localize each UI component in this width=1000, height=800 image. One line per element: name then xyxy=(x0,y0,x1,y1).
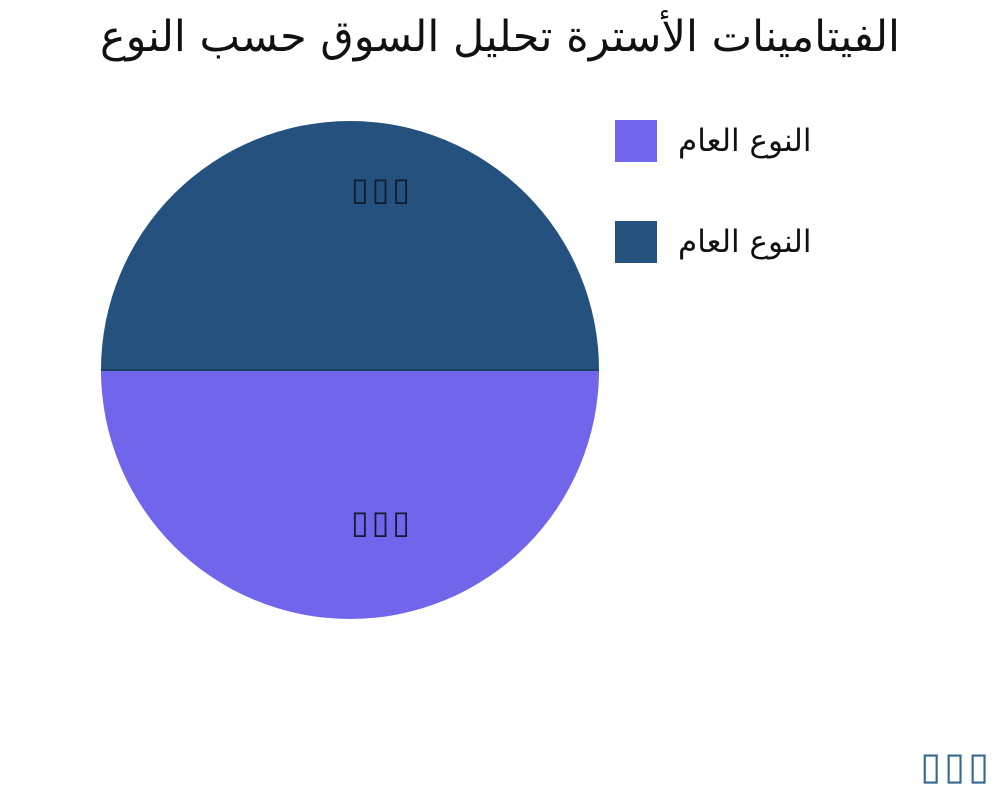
pie-slice-top-half xyxy=(101,121,599,370)
legend-color-swatch xyxy=(615,120,657,162)
legend-item-label: النوع العام xyxy=(678,123,812,159)
legend-color-swatch xyxy=(615,221,657,263)
legend-item-label: النوع العام xyxy=(678,224,812,260)
pie-slice-label-top: ▯▯▯ xyxy=(351,170,413,208)
legend-item: النوع العام xyxy=(615,221,811,263)
watermark-text: ▯▯▯ xyxy=(920,744,992,788)
slice-divider-line xyxy=(101,369,599,371)
pie-slice-label-bottom: ▯▯▯ xyxy=(351,503,413,541)
pie-chart xyxy=(101,121,599,619)
chart-title: الفيتامينات الأسترة تحليل السوق حسب النو… xyxy=(99,12,901,62)
legend-item: النوع العام xyxy=(615,120,811,162)
pie-slice-bottom-half xyxy=(101,370,599,619)
